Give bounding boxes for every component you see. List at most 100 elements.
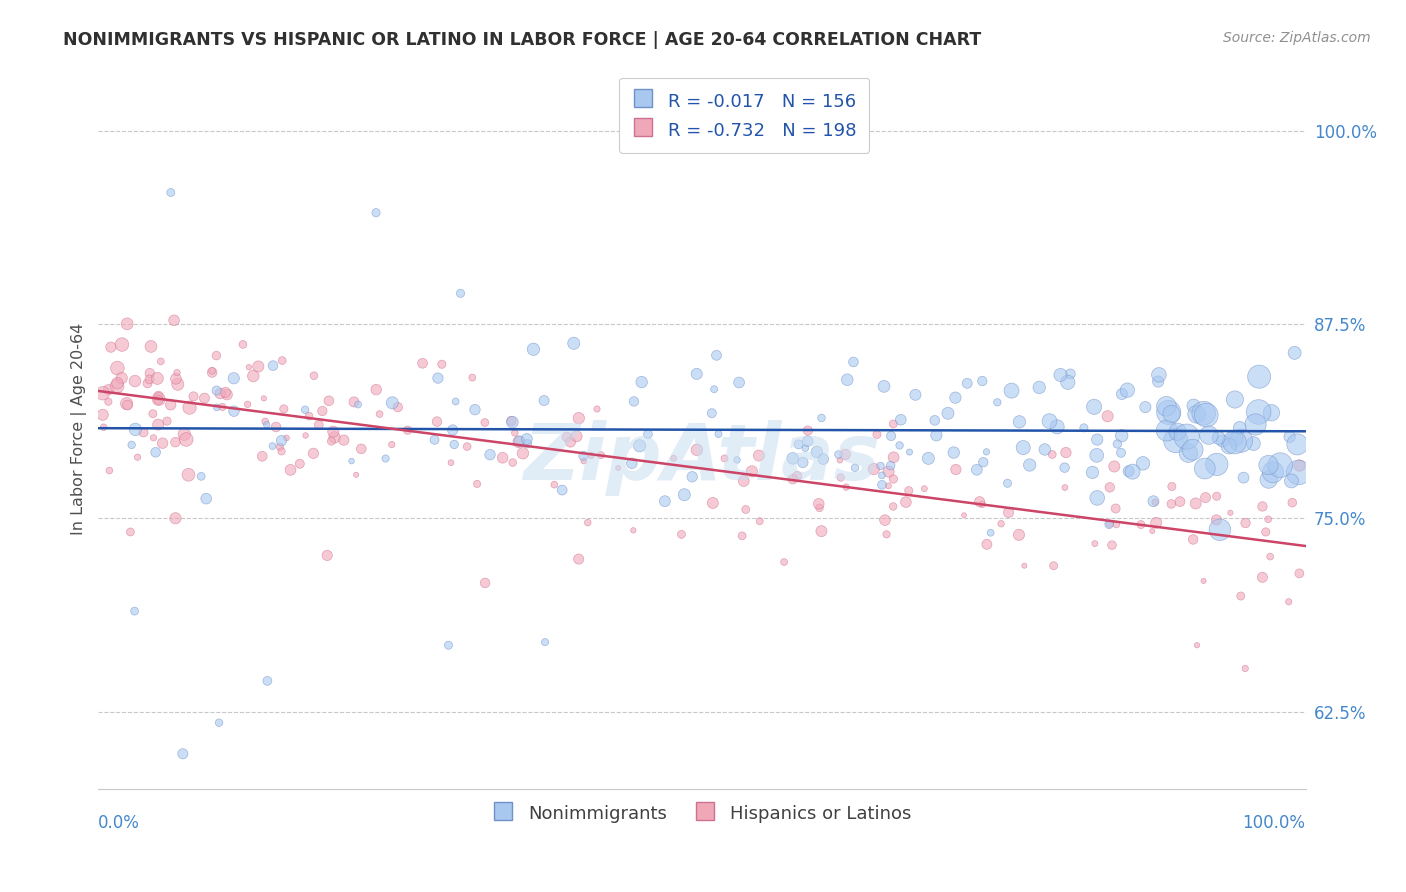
Point xyxy=(474,416,496,430)
Point xyxy=(912,482,935,496)
Point xyxy=(568,552,591,566)
Point xyxy=(870,478,893,492)
Point xyxy=(565,429,588,443)
Point xyxy=(100,340,122,354)
Point xyxy=(620,456,643,470)
Point xyxy=(269,440,291,454)
Point xyxy=(91,408,114,422)
Point xyxy=(1257,473,1279,487)
Point xyxy=(1184,496,1206,510)
Point xyxy=(870,468,893,483)
Point xyxy=(1247,405,1270,419)
Point xyxy=(628,439,651,453)
Point xyxy=(997,476,1019,491)
Point xyxy=(1160,497,1182,511)
Point xyxy=(1251,570,1274,584)
Point xyxy=(503,425,526,440)
Point xyxy=(883,450,905,465)
Point xyxy=(441,423,464,437)
Point xyxy=(972,497,994,511)
Point xyxy=(1251,500,1274,514)
Point xyxy=(972,455,994,469)
Point xyxy=(142,407,165,421)
Point xyxy=(889,438,911,452)
Point xyxy=(91,386,114,401)
Point xyxy=(236,397,259,411)
Point xyxy=(706,348,728,362)
Point xyxy=(1234,661,1257,675)
Point xyxy=(621,524,644,538)
Point xyxy=(1073,421,1095,435)
Text: Source: ZipAtlas.com: Source: ZipAtlas.com xyxy=(1223,31,1371,45)
Point xyxy=(1144,516,1167,530)
Point xyxy=(1244,417,1267,432)
Point xyxy=(1195,408,1218,422)
Point xyxy=(748,514,770,528)
Point xyxy=(894,495,917,509)
Point xyxy=(1084,536,1107,550)
Point xyxy=(810,411,832,425)
Point xyxy=(211,400,233,414)
Point xyxy=(969,494,991,508)
Point xyxy=(1142,494,1164,508)
Point xyxy=(111,337,134,351)
Point xyxy=(366,383,388,397)
Point xyxy=(443,437,465,451)
Point xyxy=(787,437,810,451)
Point xyxy=(1012,441,1035,455)
Point xyxy=(93,420,115,434)
Point xyxy=(1229,589,1251,603)
Point xyxy=(1056,376,1078,390)
Point xyxy=(686,442,709,457)
Point xyxy=(1008,415,1031,429)
Point xyxy=(247,359,270,374)
Point xyxy=(1254,524,1277,539)
Point xyxy=(193,391,215,405)
Point xyxy=(1085,491,1108,505)
Point xyxy=(728,376,751,390)
Point xyxy=(1219,506,1241,520)
Point xyxy=(1156,424,1178,438)
Point xyxy=(1261,465,1284,479)
Point xyxy=(1185,407,1208,421)
Point xyxy=(270,444,292,458)
Point xyxy=(145,445,167,459)
Point xyxy=(1209,523,1232,537)
Point xyxy=(976,537,998,551)
Point xyxy=(1194,491,1216,505)
Point xyxy=(97,383,120,397)
Point xyxy=(834,448,856,462)
Point xyxy=(516,432,538,446)
Point xyxy=(1241,436,1264,450)
Point xyxy=(844,460,866,475)
Point xyxy=(412,356,434,370)
Point xyxy=(165,435,187,450)
Point xyxy=(924,413,946,427)
Point xyxy=(879,458,901,473)
Y-axis label: In Labor Force | Age 20-64: In Labor Force | Age 20-64 xyxy=(72,323,87,535)
Point xyxy=(502,456,524,470)
Point xyxy=(997,505,1019,519)
Point xyxy=(311,404,333,418)
Point xyxy=(127,450,149,465)
Point xyxy=(232,337,254,351)
Point xyxy=(253,392,276,406)
Point xyxy=(444,394,467,409)
Point xyxy=(1181,442,1204,457)
Point xyxy=(333,433,356,447)
Point xyxy=(396,423,419,437)
Point xyxy=(374,451,396,466)
Point xyxy=(1205,513,1227,527)
Point xyxy=(1107,437,1129,451)
Point xyxy=(637,427,659,442)
Point xyxy=(1038,414,1060,428)
Point xyxy=(1160,479,1182,493)
Point xyxy=(98,464,121,478)
Point xyxy=(148,389,170,403)
Point xyxy=(986,395,1008,409)
Point xyxy=(1185,638,1208,652)
Point xyxy=(1278,595,1301,609)
Point xyxy=(347,397,370,411)
Point xyxy=(782,472,804,486)
Point xyxy=(264,420,287,434)
